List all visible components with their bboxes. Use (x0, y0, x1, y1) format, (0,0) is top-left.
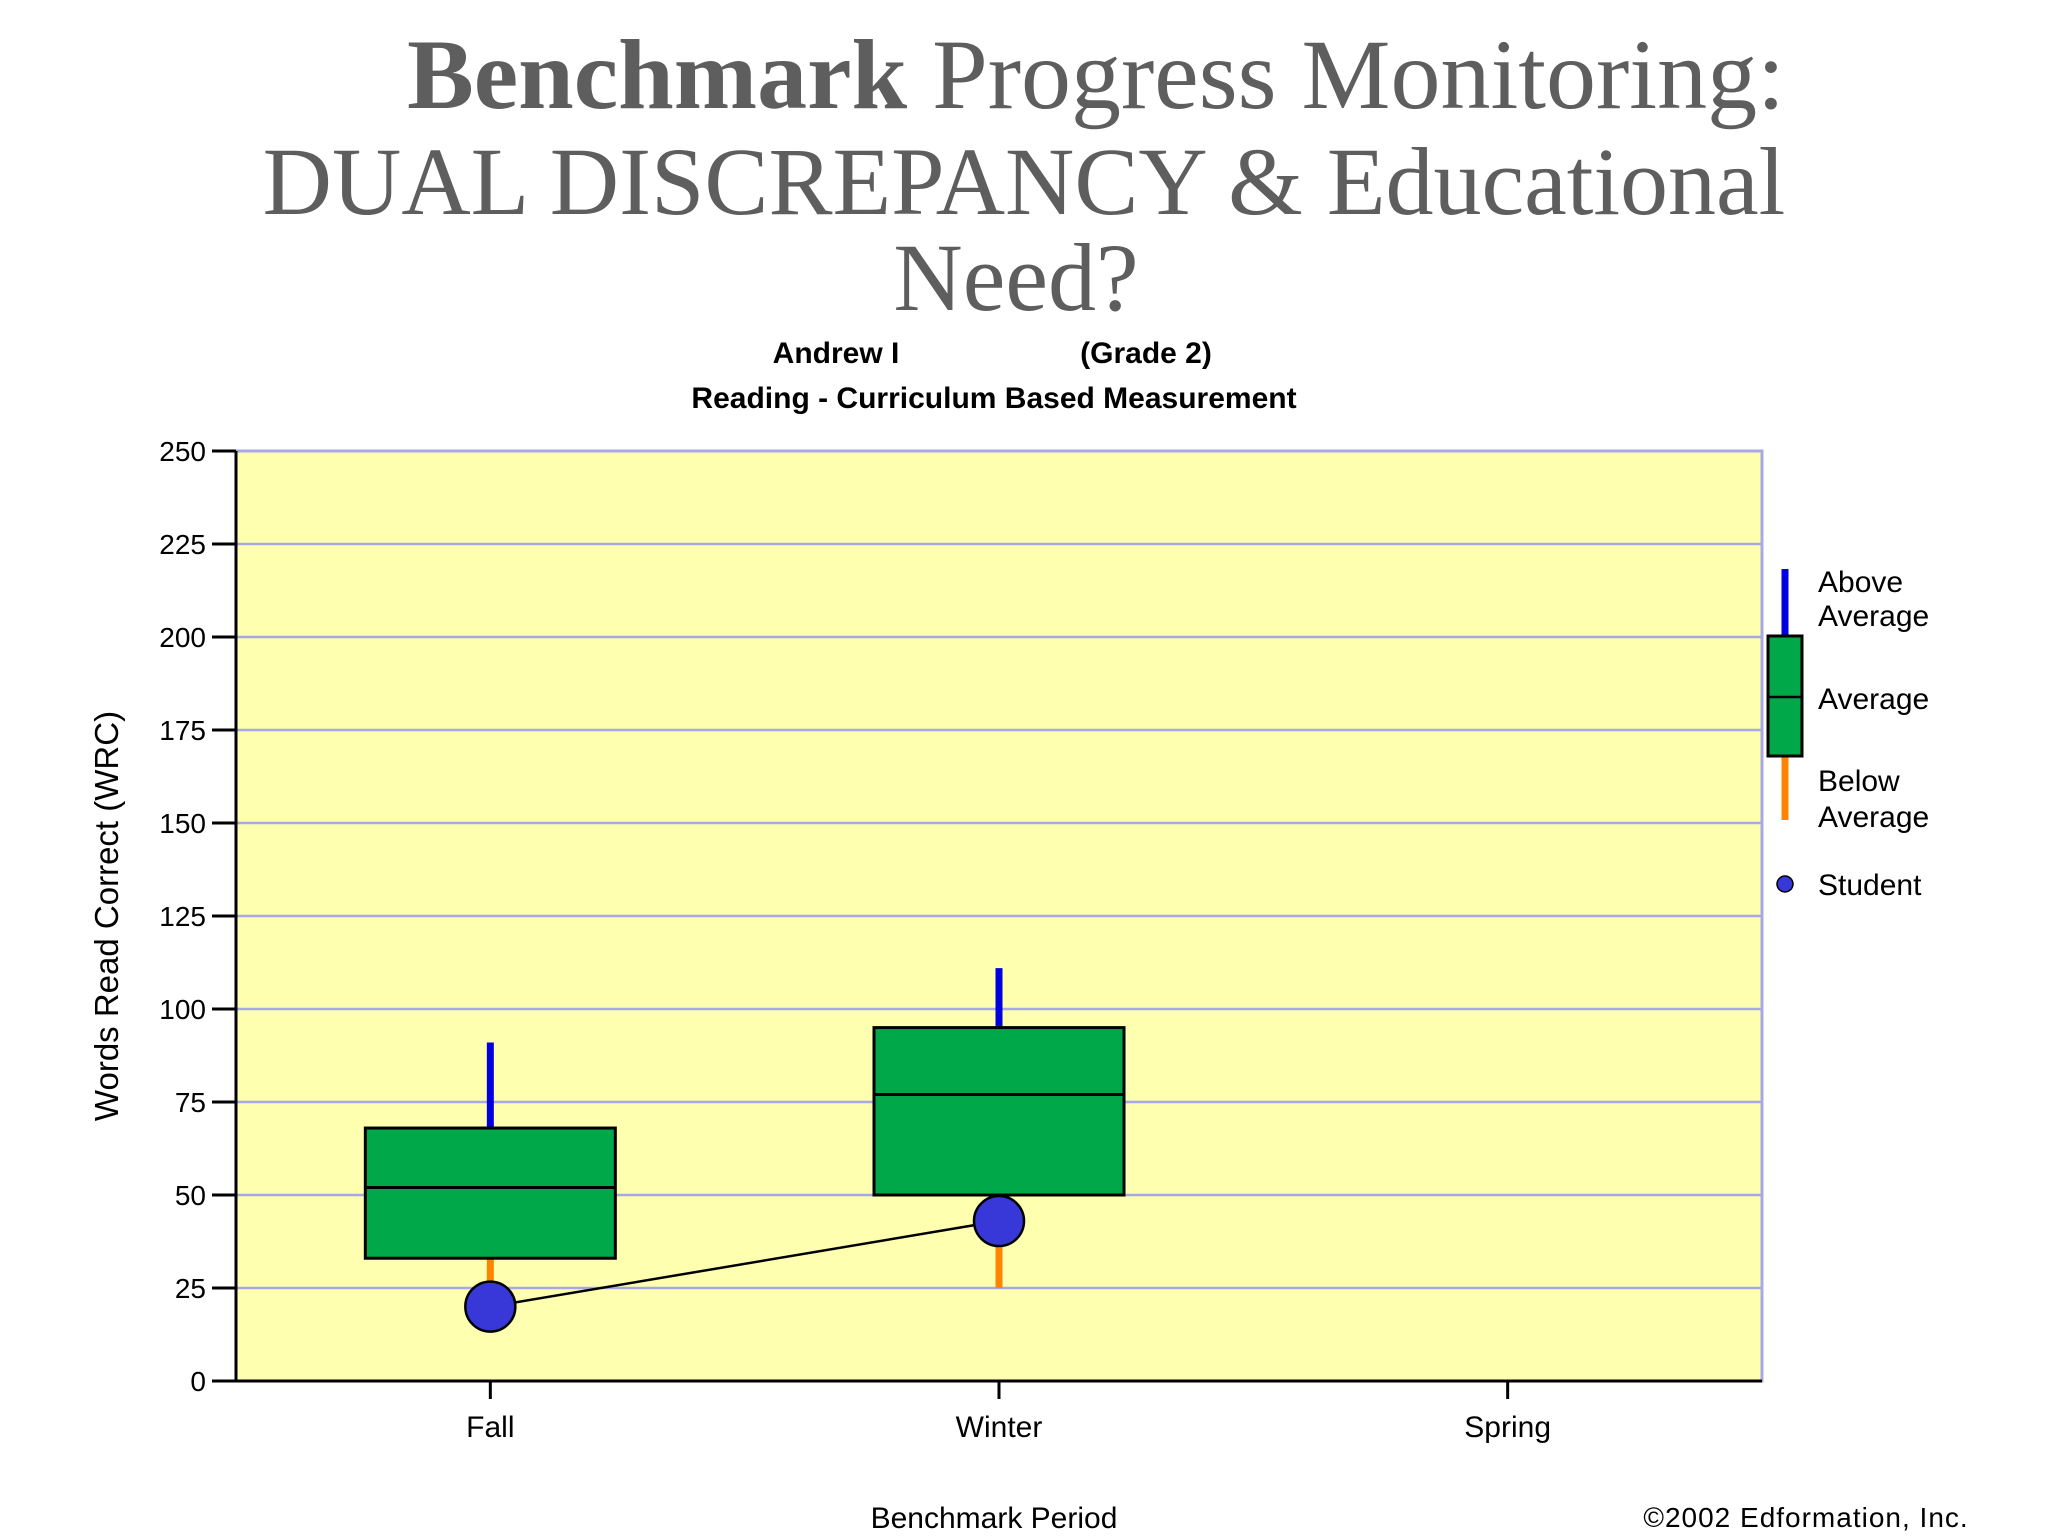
legend-student-swatch (1776, 875, 1794, 893)
title-line-1-rest: Progress Monitoring: (907, 19, 1785, 130)
y-tick-label: 0 (190, 1366, 206, 1397)
x-axis-label: Benchmark Period (871, 1502, 1118, 1535)
x-tick-label: Winter (956, 1411, 1043, 1444)
copyright-notice: ©2002 Edformation, Inc. (1643, 1502, 1968, 1533)
y-tick-label: 25 (175, 1273, 206, 1304)
student-trend-line (490, 1219, 1000, 1308)
y-tick-label: 250 (159, 436, 206, 467)
y-tick-label: 150 (159, 808, 206, 839)
student-grade: (Grade 2) (1080, 337, 1212, 370)
student-series (464, 1194, 1026, 1333)
average-box (872, 1026, 1126, 1197)
y-tick-label: 175 (159, 715, 206, 746)
student-name: Andrew I (773, 337, 900, 370)
title-line-3: Need? (893, 224, 1139, 331)
student-point (972, 1194, 1026, 1248)
y-tick-label: 125 (159, 901, 206, 932)
title-line-1: Benchmark Progress Monitoring: (72, 16, 2048, 134)
legend-above-label-2: Average (1818, 600, 1929, 633)
student-point (464, 1280, 517, 1333)
y-axis-label: Words Read Correct (WRC) (88, 711, 125, 1121)
legend-average-label: Average (1818, 683, 1929, 716)
y-tick-label: 50 (175, 1180, 206, 1211)
y-tick-label: 75 (175, 1087, 206, 1118)
legend-below-label-1: Below (1818, 765, 1900, 798)
y-tick-label: 200 (159, 622, 206, 653)
axes: 0 25 50 75 100 125 150 175 200 225 250 Fall Winter Sp… (159, 436, 1762, 1444)
x-tick-label: Spring (1464, 1411, 1551, 1444)
y-tick-label: 100 (159, 994, 206, 1025)
y-tick-label: 225 (159, 529, 206, 560)
legend-student-label: Student (1818, 869, 1922, 902)
box-plots (363, 968, 1126, 1307)
legend-below-label-2: Average (1818, 801, 1929, 834)
chart-subtitle: Reading - Curriculum Based Measurement (691, 382, 1296, 415)
x-tick-label: Fall (466, 1411, 514, 1444)
title-bold-word: Benchmark (407, 19, 908, 130)
average-box (363, 1126, 617, 1260)
legend-above-label-1: Above (1818, 566, 1903, 599)
title-line-2: DUAL DISCREPANCY & Educational (262, 128, 1786, 235)
